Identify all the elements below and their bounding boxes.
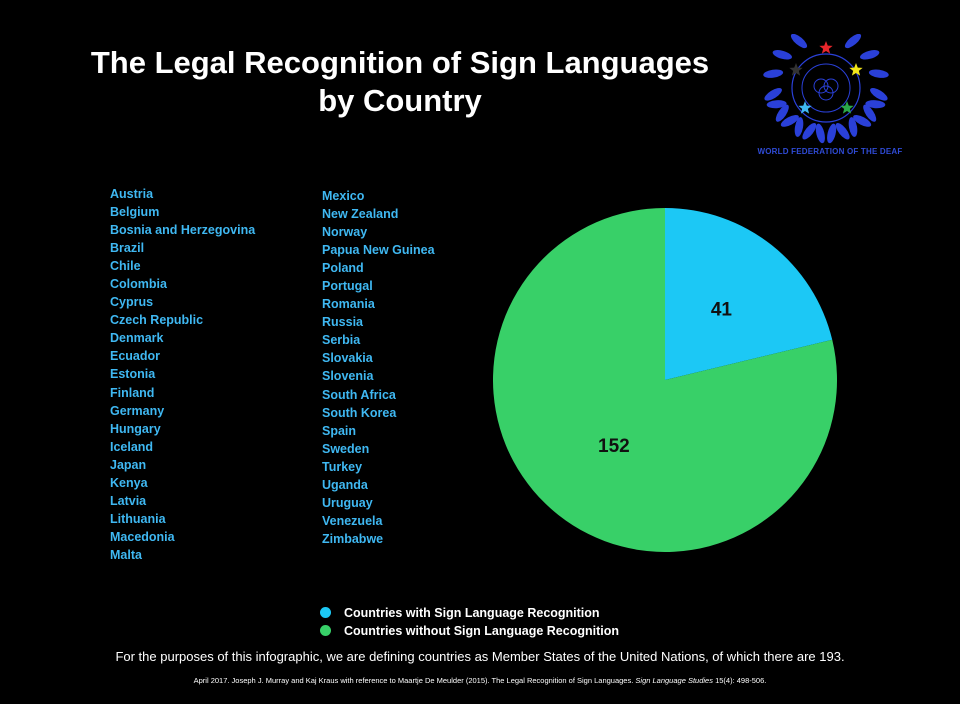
country-list-left: Austria Belgium Bosnia and Herzegovina Braz… xyxy=(110,185,255,564)
country-item: Zimbabwe xyxy=(322,531,384,546)
country-item: Cyprus xyxy=(110,295,154,310)
citation-journal: Sign Language Studies xyxy=(635,676,713,685)
country-item: New Zealand xyxy=(322,207,399,222)
country-item: Brazil xyxy=(110,241,145,256)
title-line-1: The Legal Recognition of Sign Languages xyxy=(90,45,710,80)
country-item: Czech Republic xyxy=(110,313,204,328)
country-item: Sweden xyxy=(322,441,370,456)
country-item: Turkey xyxy=(322,459,363,474)
country-item: Slovakia xyxy=(322,351,373,366)
country-item: Hungary xyxy=(110,421,161,436)
country-item: Germany xyxy=(110,403,165,418)
legend-label: Countries without Sign Language Recognit… xyxy=(344,624,619,638)
country-item: Mexico xyxy=(322,189,365,203)
country-item: Japan xyxy=(110,457,147,472)
legend-swatch xyxy=(320,625,331,636)
pie-slice xyxy=(665,208,833,380)
country-item: Bosnia and Herzegovina xyxy=(110,223,256,238)
country-item: Russia xyxy=(322,315,363,330)
country-item: Romania xyxy=(322,297,375,312)
country-item: Ecuador xyxy=(110,349,161,364)
country-item: Austria xyxy=(110,187,154,201)
title-line-2: by Country xyxy=(318,83,482,118)
wfd-logo-icon xyxy=(763,34,889,144)
country-item: Spain xyxy=(322,423,357,438)
country-item: South Korea xyxy=(322,405,397,420)
footnote: For the purposes of this infographic, we… xyxy=(115,649,845,664)
country-item: Venezuela xyxy=(322,513,383,528)
pie-chart: 41 152 xyxy=(493,208,837,552)
country-item: Serbia xyxy=(322,333,361,348)
country-item: Malta xyxy=(110,547,142,562)
country-item: Lithuania xyxy=(110,511,166,526)
country-item: Portugal xyxy=(322,279,373,294)
organization-name: WORLD FEDERATION OF THE DEAF xyxy=(757,147,903,156)
country-item: South Africa xyxy=(322,387,396,402)
country-item: Estonia xyxy=(110,367,156,382)
country-item: Iceland xyxy=(110,439,154,454)
citation-text: April 2017. Joseph J. Murray and Kaj Kra… xyxy=(193,676,634,685)
country-item: Chile xyxy=(110,259,141,274)
country-item: Denmark xyxy=(110,331,164,346)
country-item: Slovenia xyxy=(322,369,374,384)
slice-label: 41 xyxy=(711,299,733,320)
country-item: Norway xyxy=(322,225,368,240)
country-item: Uganda xyxy=(322,477,368,492)
slice-label: 152 xyxy=(598,436,630,457)
country-list-right: Mexico New Zealand Norway Papua New Guinea P… xyxy=(322,187,435,548)
country-item: Colombia xyxy=(110,277,167,292)
country-item: Kenya xyxy=(110,475,148,490)
country-item: Finland xyxy=(110,385,155,400)
legend-label: Countries with Sign Language Recognition xyxy=(344,606,600,620)
page-title: The Legal Recognition of Sign Languages … xyxy=(60,44,740,120)
legend-swatch xyxy=(320,607,331,618)
country-item: Papua New Guinea xyxy=(322,243,435,258)
country-item: Latvia xyxy=(110,493,147,508)
country-item: Poland xyxy=(322,261,364,276)
citation-pages: 15(4): 498-506. xyxy=(715,676,767,685)
citation: April 2017. Joseph J. Murray and Kaj Kra… xyxy=(0,676,960,685)
country-item: Uruguay xyxy=(322,495,373,510)
pie-slice xyxy=(493,208,837,552)
country-item: Macedonia xyxy=(110,529,175,544)
country-item: Belgium xyxy=(110,205,160,220)
